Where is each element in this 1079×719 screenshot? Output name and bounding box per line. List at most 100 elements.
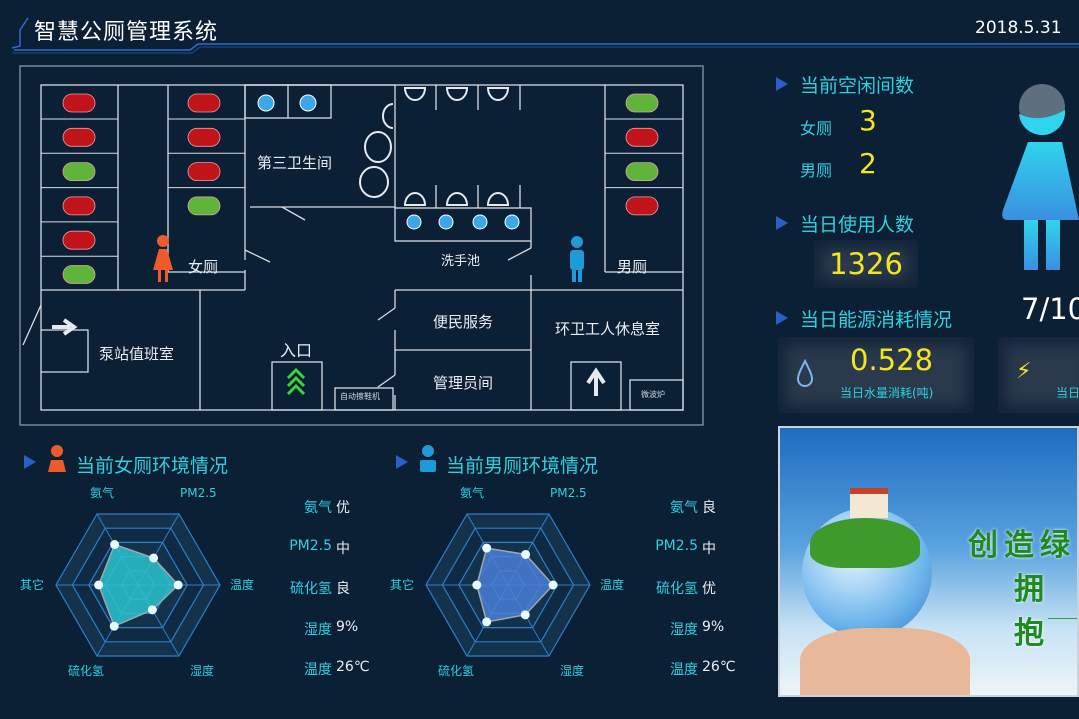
radar-point xyxy=(147,605,157,615)
stall-occupied[interactable] xyxy=(625,127,659,147)
reading-value: 中 xyxy=(702,540,716,557)
radar-axis-label: 其它 xyxy=(390,577,414,592)
reading-value: 26℃ xyxy=(702,659,736,675)
reading-value: 良 xyxy=(702,500,716,516)
reading-value: 良 xyxy=(336,581,350,597)
radar-point xyxy=(472,580,482,590)
reading-label: PM2.5 xyxy=(289,537,332,554)
reading-value: 中 xyxy=(336,540,350,557)
reading-label: 温度 xyxy=(304,662,332,678)
radar-axis-label: 湿度 xyxy=(560,663,584,678)
radar-point xyxy=(520,610,530,620)
reading-value: 9% xyxy=(702,618,725,635)
reading-value: 26℃ xyxy=(336,659,370,675)
reading-label: 氨气 xyxy=(304,500,332,516)
exit-arrow-icon xyxy=(52,318,78,336)
room-worker-rest: 环卫工人休息室 xyxy=(555,320,661,338)
bullet-icon xyxy=(396,455,408,469)
entrance-arrow-icon xyxy=(286,367,306,396)
radar-axis-label: PM2.5 xyxy=(180,486,217,500)
stall-occupied[interactable] xyxy=(62,230,96,250)
female-icon xyxy=(153,235,173,282)
radar-axis-label: 其它 xyxy=(20,577,44,592)
room-male: 男厕 xyxy=(617,258,648,276)
room-admin: 管理员间 xyxy=(433,374,494,392)
radar-point xyxy=(548,580,558,590)
radar-axis-label: PM2.5 xyxy=(550,486,587,500)
radar-axis-label: 硫化氢 xyxy=(438,663,474,678)
radar-axis-label: 湿度 xyxy=(190,663,214,678)
radar-point xyxy=(521,549,531,559)
male-vacant-label: 男厕 xyxy=(800,161,833,180)
female-vacant-label: 女厕 xyxy=(800,119,833,138)
energy-title: 当日能源消耗情况 xyxy=(800,309,953,331)
bullet-icon xyxy=(24,455,36,469)
female-person-icon xyxy=(48,445,66,472)
usage-count: 1326 xyxy=(829,247,903,281)
room-pump: 泵站值班室 xyxy=(99,345,175,363)
radar-point xyxy=(149,553,159,563)
stall-free[interactable] xyxy=(62,162,96,182)
radar-point xyxy=(482,617,492,627)
female-env-title: 当前女厕环境情况 xyxy=(76,455,229,477)
promo-banner: 创造绿 拥抱 xyxy=(778,426,1079,697)
stall-occupied[interactable] xyxy=(187,93,221,113)
radar-axis-label: 氨气 xyxy=(460,485,484,500)
male-vacant-count: 2 xyxy=(859,147,877,180)
usage-card: 1326 xyxy=(814,240,918,288)
male-person-icon xyxy=(420,445,436,472)
room-third-toilet: 第三卫生间 xyxy=(257,154,333,172)
stall-free[interactable] xyxy=(62,265,96,284)
radar-axis-label: 硫化氢 xyxy=(68,663,104,678)
radar-axis-label: 氨气 xyxy=(90,485,114,500)
bullet-icon xyxy=(776,216,788,230)
reading-label: 湿度 xyxy=(304,621,332,638)
stall-occupied[interactable] xyxy=(625,196,659,216)
stall-occupied[interactable] xyxy=(62,196,96,216)
app-title: 智慧公厕管理系统 xyxy=(34,20,219,45)
power-label: 当日 xyxy=(1056,386,1079,400)
header-frame xyxy=(11,17,1079,54)
usage-title: 当日使用人数 xyxy=(800,214,915,236)
bullet-icon xyxy=(776,77,788,91)
stall-free[interactable] xyxy=(187,196,221,216)
microwave: 微波炉 xyxy=(641,390,665,399)
male-icon xyxy=(570,236,584,282)
male-env-title: 当前男厕环境情况 xyxy=(446,455,599,477)
water-drop-icon xyxy=(796,359,814,387)
stall-occupied[interactable] xyxy=(187,162,221,182)
banner-slogan-1: 创造绿 xyxy=(968,528,1076,563)
female-vacant-count: 3 xyxy=(859,104,877,137)
stall-occupied[interactable] xyxy=(187,127,221,147)
stall-occupied[interactable] xyxy=(62,93,96,113)
radar-axis-label: 温度 xyxy=(600,577,624,592)
water-label: 当日水量消耗(吨) xyxy=(840,386,934,400)
stall-free[interactable] xyxy=(625,93,659,113)
floor-plan xyxy=(19,65,704,426)
radar-point xyxy=(109,621,119,631)
reading-label: 氨气 xyxy=(670,500,698,516)
reading-label: 硫化氢 xyxy=(290,581,332,597)
room-wash: 洗手池 xyxy=(441,254,481,269)
reading-label: 硫化氢 xyxy=(656,581,698,597)
room-entrance: 入口 xyxy=(280,341,313,360)
female-occupancy-icon xyxy=(1002,84,1079,270)
reading-value: 9% xyxy=(336,618,359,635)
shoe-machine: 自动擦鞋机 xyxy=(340,392,380,401)
room-female: 女厕 xyxy=(188,258,219,276)
occupancy-ratio: 7/10 xyxy=(1021,292,1079,326)
water-value: 0.528 xyxy=(850,343,934,377)
reading-value: 优 xyxy=(702,581,716,597)
water-card: 0.528 当日水量消耗(吨) xyxy=(778,337,974,413)
radar-point xyxy=(94,580,104,590)
up-arrow-icon xyxy=(586,367,606,396)
reading-value: 优 xyxy=(336,500,350,516)
banner-slogan-2: 拥抱 xyxy=(1014,572,1050,651)
stall-occupied[interactable] xyxy=(62,127,96,147)
stall-free[interactable] xyxy=(625,162,659,182)
reading-label: PM2.5 xyxy=(655,537,698,554)
radar-point xyxy=(110,540,120,550)
lightning-icon: ⚡ xyxy=(1016,359,1032,384)
